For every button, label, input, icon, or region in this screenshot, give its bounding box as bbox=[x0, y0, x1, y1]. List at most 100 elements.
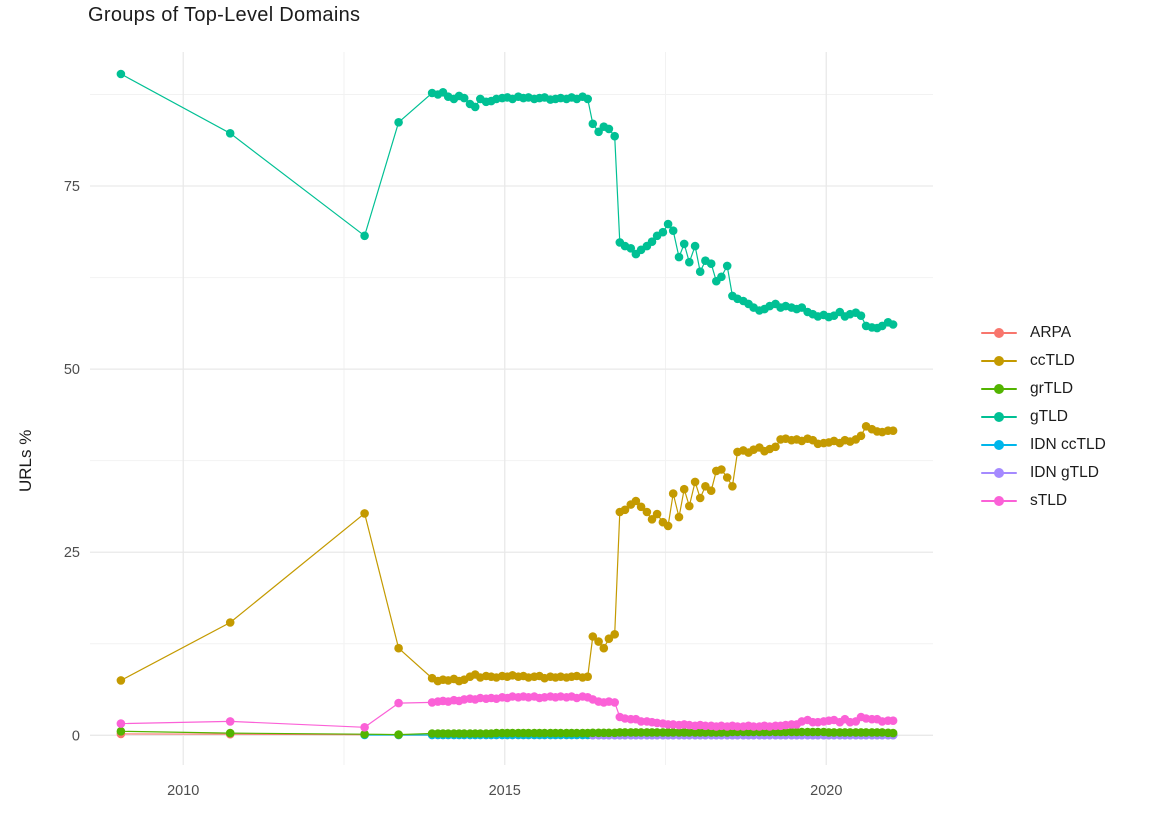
legend: ARPA ccTLD grTLD gTLD IDN ccTLD IDN gTLD sTLD bbox=[980, 319, 1106, 515]
legend-item-grtld: grTLD bbox=[980, 375, 1106, 403]
data-point-cctld bbox=[620, 505, 630, 515]
data-point-gtld bbox=[394, 118, 403, 127]
legend-label: ARPA bbox=[1030, 324, 1072, 341]
y-tick-label: 25 bbox=[64, 545, 80, 561]
data-point-grtld bbox=[394, 730, 403, 739]
legend-key-dot bbox=[994, 328, 1004, 338]
legend-key-dot bbox=[994, 440, 1004, 450]
data-point-gtld bbox=[674, 252, 684, 262]
legend-key-icon bbox=[980, 347, 1018, 375]
data-point-cctld bbox=[636, 502, 646, 512]
data-point-cctld bbox=[856, 431, 866, 441]
legend-key-icon bbox=[980, 487, 1018, 515]
legend-key-dot bbox=[994, 412, 1004, 422]
data-point-gtld bbox=[459, 93, 469, 103]
y-tick-label: 50 bbox=[64, 362, 80, 378]
legend-item-cctld: ccTLD bbox=[980, 347, 1106, 375]
data-point-cctld bbox=[668, 489, 678, 498]
legend-key-icon bbox=[980, 459, 1018, 487]
data-point-stld bbox=[610, 698, 619, 707]
data-point-cctld bbox=[695, 493, 705, 503]
series-line-cctld bbox=[120, 425, 894, 682]
legend-key-icon bbox=[980, 403, 1018, 431]
x-tick-label: 2020 bbox=[810, 783, 842, 799]
data-point-gtld bbox=[470, 102, 480, 112]
data-point-cctld bbox=[674, 512, 684, 522]
data-point-gtld bbox=[610, 131, 619, 141]
data-point-gtld bbox=[225, 129, 235, 138]
data-point-cctld bbox=[728, 482, 737, 491]
legend-item-idn-cctld: IDN ccTLD bbox=[980, 431, 1106, 459]
legend-label: grTLD bbox=[1030, 380, 1074, 397]
data-point-gtld bbox=[583, 94, 592, 104]
legend-item-stld: sTLD bbox=[980, 487, 1106, 515]
data-point-gtld bbox=[679, 239, 689, 249]
data-point-stld bbox=[394, 698, 403, 708]
data-point-gtld bbox=[588, 119, 598, 129]
data-point-cctld bbox=[663, 521, 673, 531]
data-point-cctld bbox=[594, 637, 603, 646]
data-point-stld bbox=[888, 716, 898, 725]
data-point-gtld bbox=[695, 267, 705, 277]
data-point-cctld bbox=[394, 643, 403, 653]
data-point-cctld bbox=[722, 473, 732, 482]
data-point-cctld bbox=[599, 643, 609, 653]
data-point-cctld bbox=[888, 426, 898, 436]
data-point-grtld bbox=[116, 727, 126, 736]
data-point-gtld bbox=[647, 237, 657, 246]
data-point-cctld bbox=[360, 509, 369, 518]
x-tick-label: 2015 bbox=[489, 783, 521, 799]
data-point-gtld bbox=[856, 311, 866, 321]
x-tick-label: 2010 bbox=[167, 783, 199, 799]
legend-key-dot bbox=[994, 496, 1004, 506]
data-point-cctld bbox=[706, 486, 716, 496]
data-point-cctld bbox=[679, 484, 689, 494]
legend-key-icon bbox=[980, 319, 1018, 347]
legend-key-icon bbox=[980, 431, 1018, 459]
data-point-gtld bbox=[690, 241, 700, 251]
legend-label: sTLD bbox=[1030, 492, 1068, 509]
data-point-gtld bbox=[360, 231, 369, 241]
data-point-cctld bbox=[583, 672, 592, 681]
data-point-cctld bbox=[771, 442, 780, 452]
data-point-cctld bbox=[225, 618, 235, 627]
legend-label: IDN ccTLD bbox=[1030, 436, 1106, 453]
chart-title: Groups of Top-Level Domains bbox=[88, 4, 361, 26]
legend-key-icon bbox=[980, 375, 1018, 403]
legend-key-dot bbox=[994, 468, 1004, 478]
legend-item-idn-gtld: IDN gTLD bbox=[980, 459, 1106, 487]
data-point-gtld bbox=[668, 226, 678, 235]
legend-label: ccTLD bbox=[1030, 352, 1075, 369]
data-point-gtld bbox=[658, 227, 668, 237]
data-point-cctld bbox=[116, 676, 126, 685]
data-point-gtld bbox=[663, 219, 673, 229]
data-point-cctld bbox=[652, 509, 662, 519]
y-tick-label: 0 bbox=[72, 728, 80, 744]
data-point-gtld bbox=[116, 69, 126, 79]
data-point-cctld bbox=[588, 632, 598, 641]
data-point-cctld bbox=[610, 630, 619, 639]
data-point-gtld bbox=[706, 259, 716, 269]
data-point-grtld bbox=[360, 729, 369, 739]
data-point-gtld bbox=[626, 244, 636, 253]
data-point-gtld bbox=[604, 124, 614, 134]
y-tick-label: 75 bbox=[64, 179, 80, 195]
legend-key-dot bbox=[994, 356, 1004, 366]
data-point-gtld bbox=[685, 257, 694, 267]
data-point-cctld bbox=[717, 465, 726, 474]
legend-item-arpa: ARPA bbox=[980, 319, 1106, 347]
data-point-grtld bbox=[888, 728, 898, 738]
data-point-gtld bbox=[888, 320, 898, 329]
data-point-grtld bbox=[225, 728, 235, 738]
data-point-cctld bbox=[642, 507, 652, 517]
legend-key-dot bbox=[994, 384, 1004, 394]
series-line-gtld bbox=[120, 73, 894, 329]
data-point-stld bbox=[225, 717, 235, 726]
data-point-cctld bbox=[685, 501, 694, 511]
legend-label: gTLD bbox=[1030, 408, 1068, 425]
legend-label: IDN gTLD bbox=[1030, 464, 1099, 481]
data-point-cctld bbox=[631, 496, 641, 506]
data-point-gtld bbox=[717, 272, 726, 282]
